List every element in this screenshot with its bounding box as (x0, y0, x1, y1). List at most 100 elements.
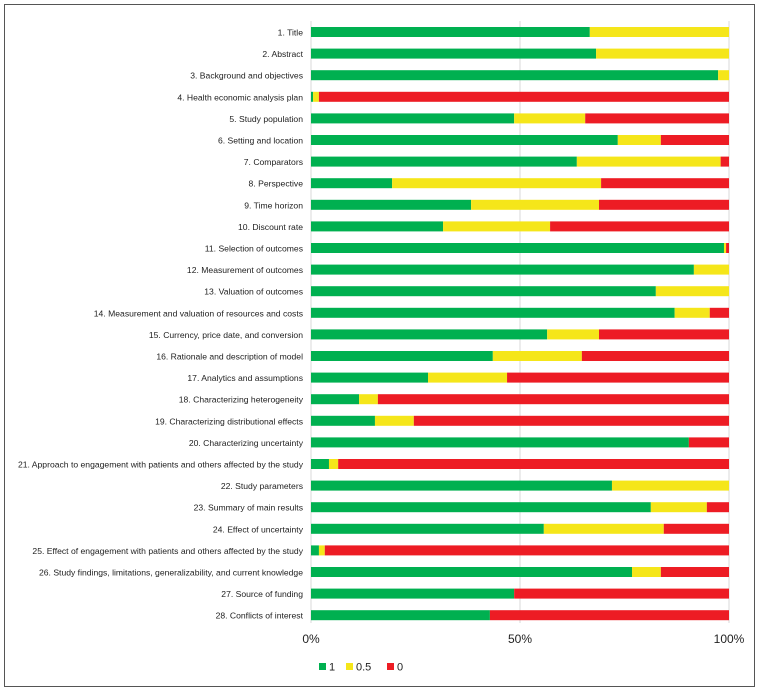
bar-segment-0.5 (543, 523, 664, 534)
bar-segment-1 (311, 351, 493, 361)
bar-segment-0 (514, 588, 729, 599)
bar-segment-1 (311, 480, 612, 491)
bar-segment-0.5 (313, 91, 319, 102)
bar-segment-0.5 (576, 156, 721, 167)
bar-segment-1 (311, 307, 675, 318)
bar-segment-0.5 (392, 178, 602, 189)
bar-segment-0 (706, 502, 729, 513)
bar-segment-1 (311, 135, 618, 145)
bar-segment-0 (489, 610, 729, 621)
bar-segment-0 (413, 415, 729, 426)
bar-segment-0.5 (655, 286, 729, 297)
bar-segment-0 (585, 113, 729, 124)
bar-segment-0.5 (674, 307, 710, 318)
bar-segment-1 (311, 502, 651, 513)
category-label: 21. Approach to engagement with patients… (18, 460, 304, 470)
category-label: 27. Source of funding (221, 589, 303, 599)
bar-segment-1 (311, 243, 724, 253)
legend-swatch (319, 663, 326, 670)
bar-segment-0.5 (723, 243, 727, 253)
bar-segment-1 (311, 545, 319, 556)
bar-segment-0.5 (611, 480, 729, 491)
bar-segment-0.5 (374, 415, 414, 426)
bar-segment-0.5 (693, 264, 729, 275)
bar-segment-0 (324, 545, 729, 556)
category-label: 22. Study parameters (221, 481, 303, 491)
bar-segment-1 (311, 567, 633, 577)
bar-segment-0.5 (443, 221, 551, 232)
bar-segment-0 (709, 307, 729, 318)
bar-segment-0 (726, 243, 729, 253)
bar-segment-1 (311, 286, 656, 297)
bar-segment-0 (377, 394, 729, 405)
bar-segment-0 (581, 351, 729, 361)
category-label: 9. Time horizon (244, 200, 303, 210)
category-label: 17. Analytics and assumptions (187, 373, 303, 383)
bar-segment-0.5 (632, 567, 661, 577)
bar-segment-0 (599, 199, 729, 210)
bar-segment-1 (311, 113, 515, 124)
bar-segment-1 (311, 459, 329, 469)
bar-segment-1 (311, 178, 393, 189)
bar-segment-0 (550, 221, 729, 232)
bar-segment-0.5 (596, 48, 729, 59)
legend-label: 0.5 (356, 662, 371, 674)
bar-segment-0 (720, 156, 729, 167)
bar-segment-0 (601, 178, 729, 189)
chart-frame: 0% 50% 100% 1. Title 2. Abstract 3. Backgroun… (4, 4, 755, 687)
bar-segment-1 (311, 199, 472, 210)
bar-segment-0.5 (471, 199, 600, 210)
bar-segment-0 (338, 459, 729, 469)
bar-segment-1 (311, 221, 444, 232)
category-label: 23. Summary of main results (194, 503, 303, 513)
category-label: 8. Perspective (249, 179, 304, 189)
bar-segment-1 (311, 437, 689, 448)
bar-segment-0 (660, 567, 729, 577)
bar-segment-0.5 (617, 135, 661, 145)
bar-segment-0.5 (492, 351, 582, 361)
category-label: 6. Setting and location (218, 136, 303, 146)
bar-segment-0.5 (718, 70, 729, 81)
bar-segment-0 (660, 135, 729, 145)
category-label: 4. Health economic analysis plan (177, 92, 303, 102)
bar-segment-1 (311, 329, 548, 340)
legend-swatch (346, 663, 353, 670)
bar-segment-0.5 (514, 113, 586, 124)
category-label: 20. Characterizing uncertainty (189, 438, 304, 448)
bar-segment-0.5 (428, 372, 508, 383)
bar-segment-1 (311, 415, 375, 426)
category-label: 3. Background and objectives (190, 71, 303, 81)
category-label: 26. Study findings, limitations, general… (39, 568, 303, 578)
category-label: 16. Rationale and description of model (156, 352, 303, 362)
category-label: 11. Selection of outcomes (205, 244, 303, 254)
bar-segment-0.5 (328, 459, 339, 469)
category-label: 19. Characterizing distributional effect… (155, 416, 303, 426)
category-label: 12. Measurement of outcomes (187, 265, 303, 275)
legend-label: 0 (397, 662, 403, 674)
category-label: 13. Valuation of outcomes (204, 287, 303, 297)
bar-segment-1 (311, 372, 429, 383)
bar-segment-1 (311, 27, 590, 37)
bar-segment-0.5 (359, 394, 378, 405)
category-label: 2. Abstract (262, 49, 303, 59)
bar-segment-1 (311, 91, 314, 102)
bar-segment-0 (599, 329, 729, 340)
category-label: 1. Title (278, 28, 304, 38)
bar-segment-0 (318, 91, 729, 102)
bar-segment-1 (311, 394, 360, 405)
x-tick-label: 50% (508, 632, 532, 646)
legend-swatch (387, 663, 394, 670)
category-label: 15. Currency, price date, and conversion (149, 330, 303, 340)
category-label: 14. Measurement and valuation of resourc… (94, 308, 303, 318)
bar-segment-1 (311, 523, 544, 534)
category-label: 28. Conflicts of interest (216, 611, 304, 621)
bar-segment-0.5 (589, 27, 729, 37)
bar-segment-0.5 (318, 545, 325, 556)
x-tick-label: 0% (302, 632, 320, 646)
bar-segment-0 (663, 523, 729, 534)
category-label: 25. Effect of engagement with patients a… (32, 546, 303, 556)
bar-segment-1 (311, 156, 577, 167)
category-label: 10. Discount rate (238, 222, 303, 232)
bar-segment-1 (311, 48, 597, 59)
category-label: 5. Study population (229, 114, 303, 124)
